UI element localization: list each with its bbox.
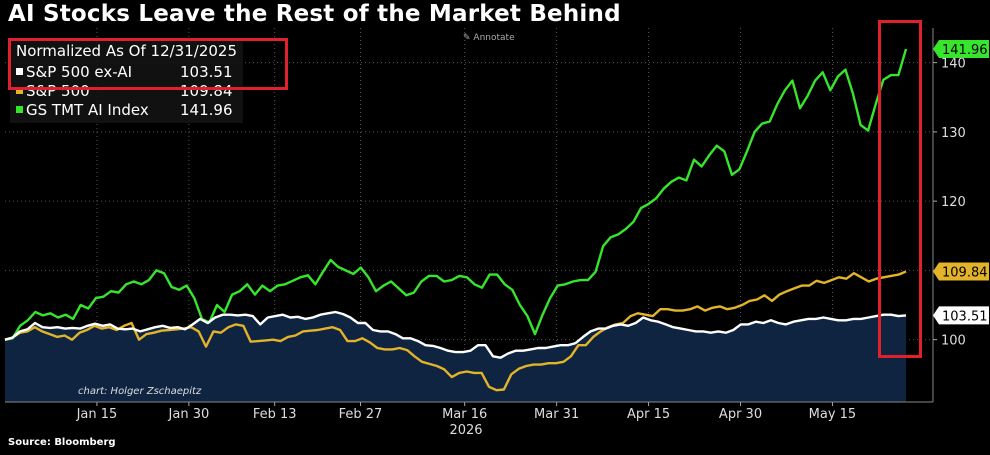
series-lines	[4, 48, 908, 392]
x-tick-label: Mar 31	[534, 407, 579, 422]
value-tag-bg	[933, 40, 989, 59]
x-tick-label: Feb 27	[339, 407, 383, 422]
source-note: Source: Bloomberg	[8, 437, 116, 448]
legend-entry-name: S&P 500	[26, 81, 90, 100]
legend-entry-name: GS TMT AI Index	[26, 100, 149, 119]
value-tag-label: 109.84	[942, 266, 988, 281]
legend-entry-name: S&P 500 ex-AI	[26, 62, 133, 81]
legend-swatch	[16, 87, 23, 94]
value-tag-sp500-ex-ai: 103.51	[933, 306, 989, 325]
legend-entry-gs-tmt-ai: GS TMT AI Index 141.96	[16, 100, 237, 119]
value-tag-gs-tmt-ai: 141.96	[933, 40, 989, 59]
legend-entry-value: 109.84	[180, 81, 233, 100]
value-tag-bg	[933, 306, 989, 325]
legend-entry-value: 103.51	[180, 62, 233, 81]
legend-entry-value: 141.96	[180, 100, 233, 119]
latest-highlight-box	[878, 20, 922, 358]
annotate-button[interactable]: ✎ Annotate	[463, 33, 515, 43]
legend-entry-sp500-ex-ai: S&P 500 ex-AI 103.51	[16, 62, 237, 81]
grid	[5, 28, 933, 402]
legend-swatch	[16, 68, 23, 75]
area-fill	[5, 312, 906, 402]
x-axis-label: 2026	[449, 423, 482, 438]
y-tick-label: 140	[941, 57, 966, 72]
value-tag-label: 141.96	[942, 43, 988, 58]
area-sp500-ex-ai	[5, 312, 906, 402]
value-tag-sp500: 109.84	[933, 262, 989, 281]
annotate-label: Annotate	[473, 33, 515, 43]
x-tick-label: Jan 15	[76, 407, 118, 422]
page-title: AI Stocks Leave the Rest of the Market B…	[8, 1, 621, 27]
value-tag-bg	[933, 262, 989, 281]
series-line-gs-tmt-ai	[4, 48, 908, 341]
x-tick-label: Mar 16	[442, 407, 487, 422]
x-tick-label: Jan 30	[168, 407, 210, 422]
x-tick-label: Feb 13	[253, 407, 297, 422]
y-tick-label: 100	[941, 334, 966, 349]
y-tick-label: 120	[941, 195, 966, 210]
y-tick-label: 130	[941, 126, 966, 141]
value-tag-label: 103.51	[942, 309, 988, 324]
series-line-sp500	[4, 270, 907, 392]
pencil-icon: ✎	[463, 33, 471, 43]
value-tags: 141.96 109.84 103.51	[933, 40, 989, 325]
x-tick-label: Apr 30	[719, 407, 762, 422]
series-line-sp500-ex-ai	[4, 310, 907, 359]
legend: Normalized As Of 12/31/2025 S&P 500 ex-A…	[10, 40, 243, 123]
legend-header: Normalized As Of 12/31/2025	[16, 42, 237, 60]
legend-highlight-box	[8, 38, 288, 90]
chart-credit: chart: Holger Zschaepitz	[78, 386, 202, 397]
x-tick-label: May 15	[809, 407, 857, 422]
legend-entry-sp500: S&P 500 109.84	[16, 81, 237, 100]
legend-swatch	[16, 106, 23, 113]
x-tick-label: Apr 15	[627, 407, 670, 422]
